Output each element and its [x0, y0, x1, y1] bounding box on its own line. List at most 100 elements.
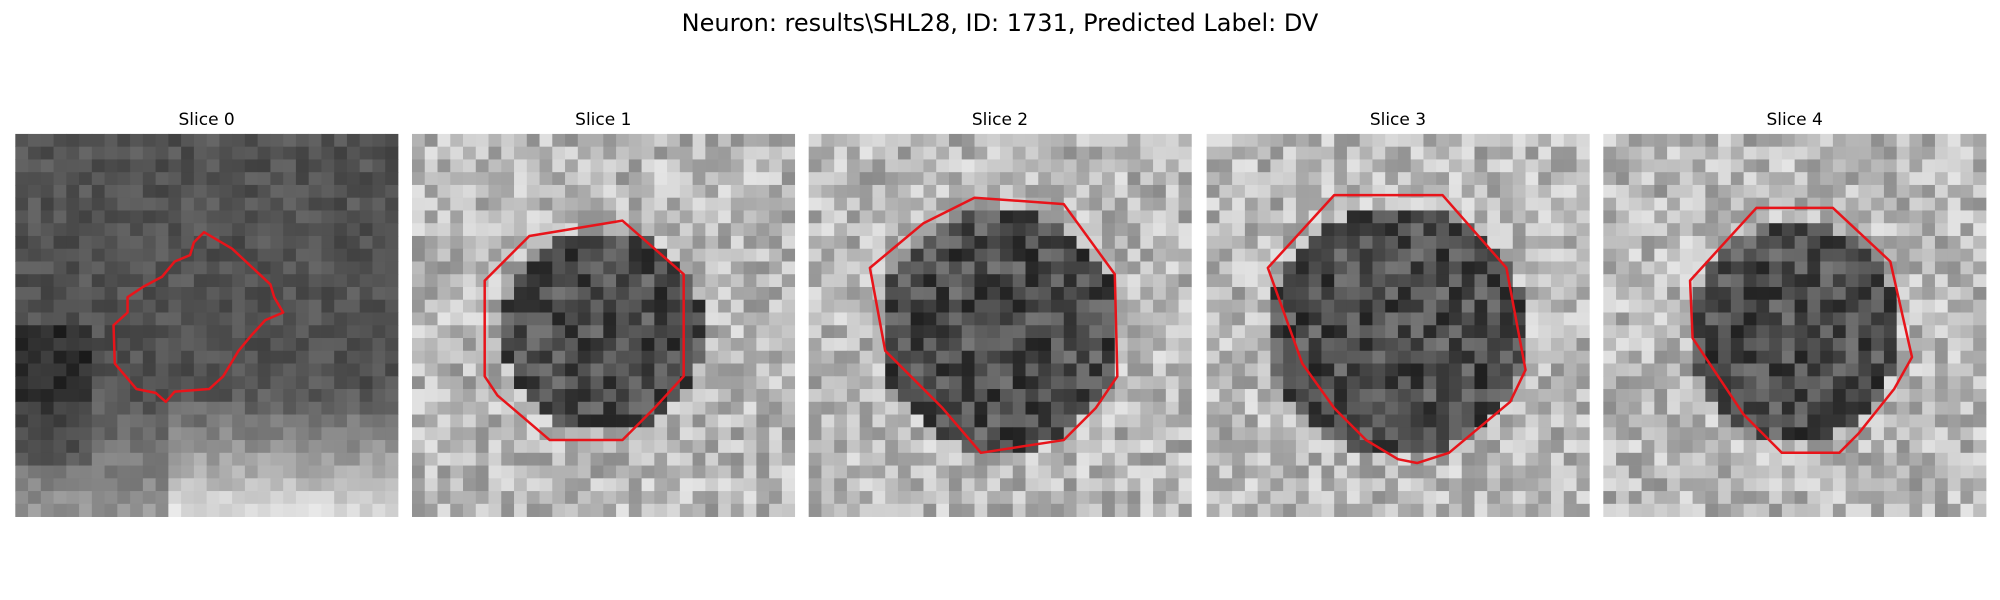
pixel — [730, 452, 745, 466]
pixel — [346, 159, 361, 173]
pixel — [1346, 274, 1361, 288]
pixel — [910, 350, 924, 364]
pixel — [1051, 389, 1065, 403]
pixel — [1667, 389, 1681, 403]
pixel — [130, 389, 144, 403]
pixel — [1219, 465, 1233, 479]
pixel — [1794, 452, 1808, 466]
pixel — [168, 223, 182, 237]
pixel — [1153, 261, 1167, 275]
pixel — [1346, 210, 1361, 224]
pixel — [53, 503, 67, 517]
pixel — [475, 427, 489, 441]
pixel — [66, 146, 80, 160]
pixel — [1359, 197, 1373, 211]
pixel — [1102, 414, 1116, 428]
pixel — [1563, 312, 1577, 326]
pixel — [1410, 440, 1424, 454]
pixel — [1667, 235, 1681, 250]
pixel — [1397, 146, 1412, 160]
pixel — [257, 261, 271, 275]
pixel — [1038, 184, 1052, 199]
pixel — [1127, 350, 1141, 364]
pixel — [1102, 286, 1116, 301]
pixel — [1781, 427, 1796, 441]
pixel — [181, 478, 195, 492]
pixel — [1820, 312, 1834, 326]
pixel — [590, 299, 604, 313]
pixel — [1385, 465, 1399, 479]
pixel — [1295, 261, 1310, 275]
pixel — [1909, 363, 1923, 377]
pixel — [1063, 478, 1077, 492]
pixel — [1705, 223, 1719, 237]
pixel — [1756, 389, 1770, 403]
pixel — [232, 312, 246, 326]
pixel — [1973, 427, 1987, 441]
pixel — [1089, 223, 1103, 237]
pixel — [463, 465, 477, 479]
pixel — [834, 184, 848, 199]
pixel — [1616, 491, 1630, 505]
pixel — [1423, 235, 1437, 250]
pixel — [1769, 159, 1783, 173]
pixel — [372, 197, 386, 211]
pixel — [117, 248, 131, 262]
pixel — [1257, 197, 1271, 211]
pixel — [1012, 235, 1026, 250]
contour — [868, 196, 1119, 455]
pixel — [91, 248, 105, 262]
pixel — [1038, 363, 1052, 377]
pixel — [1576, 184, 1590, 199]
pixel — [1178, 325, 1192, 339]
pixel — [257, 465, 271, 479]
pixel — [488, 363, 502, 377]
pixel — [781, 159, 796, 173]
pixel — [1397, 338, 1412, 352]
pixel — [1769, 401, 1783, 415]
pixel — [1359, 401, 1373, 415]
pixel — [1500, 159, 1514, 173]
pixel — [590, 159, 604, 173]
pixel — [1705, 376, 1719, 390]
pixel — [679, 389, 694, 403]
pixel — [1127, 491, 1141, 505]
pixel — [1114, 465, 1128, 479]
pixel — [1372, 401, 1386, 415]
pixel — [1000, 325, 1014, 339]
pixel — [526, 261, 540, 275]
pixel — [346, 440, 361, 454]
pixel — [1947, 465, 1961, 479]
pixel — [641, 223, 655, 237]
pixel — [1295, 299, 1310, 313]
pixel — [372, 274, 386, 288]
pixel — [1308, 491, 1322, 505]
pixel — [1960, 376, 1974, 390]
pixel — [1576, 210, 1590, 224]
pixel — [1140, 440, 1154, 454]
pixel — [1756, 491, 1770, 505]
pixel — [834, 452, 848, 466]
pixel — [411, 133, 426, 148]
pixel — [1718, 363, 1732, 377]
pixel — [219, 427, 233, 441]
pixel — [1603, 376, 1617, 390]
pixel — [1385, 376, 1399, 390]
pixel — [1076, 376, 1090, 390]
pixel — [206, 133, 220, 148]
pixel — [603, 223, 617, 237]
pixel — [28, 440, 42, 454]
pixel — [705, 261, 719, 275]
slice-image — [808, 133, 1192, 517]
pixel — [40, 172, 54, 186]
pixel — [1654, 261, 1668, 275]
pixel — [385, 389, 399, 403]
pixel — [1385, 440, 1399, 454]
pixel — [974, 338, 988, 352]
pixel — [232, 172, 246, 186]
pixel — [1000, 184, 1014, 199]
pixel — [475, 223, 489, 237]
pixel — [1718, 159, 1732, 173]
pixel — [1820, 248, 1834, 262]
pixel — [283, 248, 297, 262]
